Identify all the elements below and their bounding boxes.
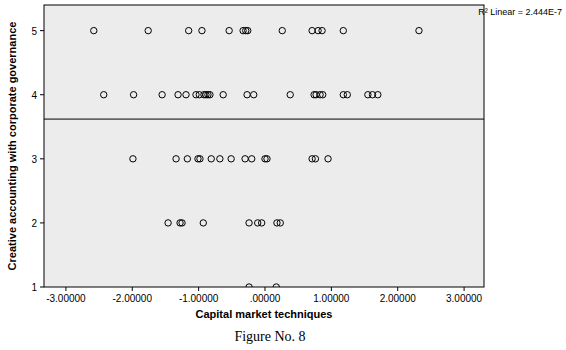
scatter-point [130,156,136,162]
scatter-point [217,156,223,162]
scatter-point [228,156,234,162]
plot-background [44,5,484,287]
x-tick-label: 3.00000 [446,293,483,304]
y-tick [40,287,44,288]
y-tick [40,158,44,159]
x-tick [198,287,199,291]
scatter-point [179,220,185,226]
x-tick [264,287,265,291]
scatter-point [249,156,255,162]
scatter-point [184,156,190,162]
y-tick-label: 5 [31,26,37,37]
scatter-point [101,92,107,98]
scatter-point [130,92,136,98]
scatter-point [312,156,318,162]
fit-line [44,119,484,120]
scatter-point [175,92,181,98]
r-squared-annotation: R² Linear = 2.444E-7 [478,7,562,17]
scatter-point [251,92,257,98]
scatter-point [208,156,214,162]
scatter-point [416,27,422,33]
scatter-point [375,92,381,98]
x-tick-label: .00000 [250,293,281,304]
x-axis-label: Capital market techniques [196,308,333,320]
x-tick-label: -1.00000 [179,293,219,304]
x-tick-label: -2.00000 [113,293,153,304]
scatter-point [277,220,283,226]
scatter-point [279,27,285,33]
scatter-point [319,27,325,33]
plot-frame [44,5,484,287]
scatter-point [287,92,293,98]
x-tick [65,287,66,291]
scatter-point [226,27,232,33]
x-tick-label: 1.00000 [313,293,350,304]
y-tick-label: 3 [31,154,37,165]
x-tick [464,287,465,291]
scatter-point [258,220,264,226]
scatter-point [309,27,315,33]
y-tick-label: 4 [31,90,37,101]
y-axis-label: Creative accounting with corporate gover… [6,22,18,271]
y-tick-label: 1 [31,282,37,293]
scatter-point [91,27,97,33]
y-tick [40,222,44,223]
y-tick [40,94,44,95]
scatter-point [242,156,248,162]
x-tick [397,287,398,291]
scatter-point [264,156,270,162]
scatter-point [197,156,203,162]
scatter-point [173,156,179,162]
scatter-point [200,220,206,226]
chart: -3.00000 -2.00000 -1.00000 .00000 1.00000 2.0… [0,0,566,350]
y-tick [40,30,44,31]
scatter-point [159,92,165,98]
scatter-point [244,92,250,98]
figure-caption: Figure No. 8 [234,329,305,344]
scatter-point [199,27,205,33]
scatter-point [245,27,251,33]
scatter-point [207,92,213,98]
scatter-point [183,92,189,98]
scatter-point [320,92,326,98]
x-tick [132,287,133,291]
x-tick-label: -3.00000 [46,293,86,304]
plot-data [44,27,484,287]
scatter-point [325,156,331,162]
scatter-point [145,27,151,33]
x-tick-label: 2.00000 [380,293,417,304]
x-tick [331,287,332,291]
scatter-point [340,27,346,33]
scatter-point [344,92,350,98]
scatter-point [185,27,191,33]
scatter-point [165,220,171,226]
y-tick-label: 2 [31,218,37,229]
scatter-point [220,92,226,98]
scatter-point [246,220,252,226]
